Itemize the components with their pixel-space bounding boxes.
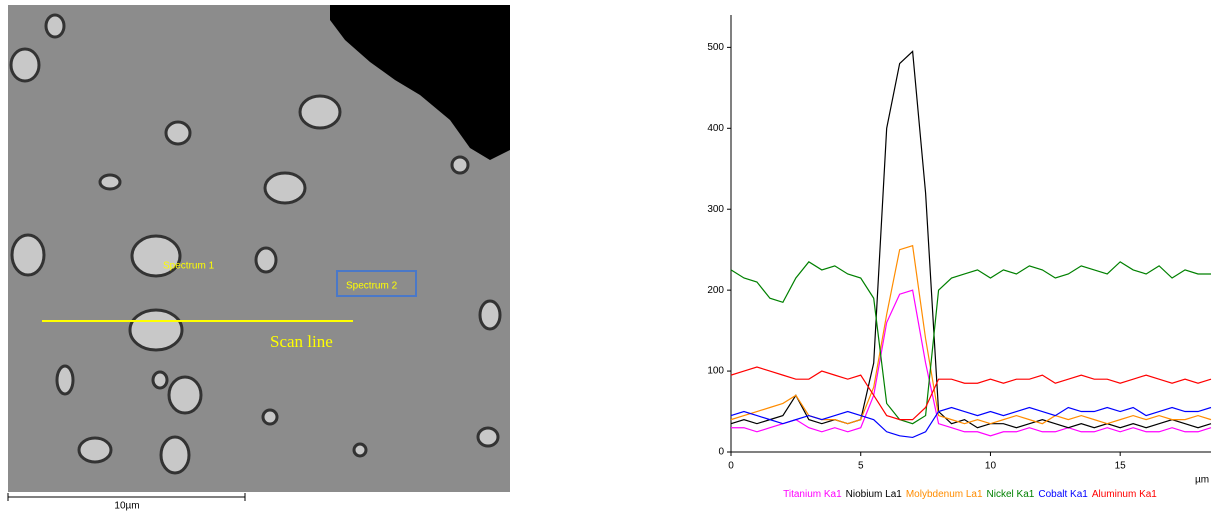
x-axis-label: µm: [1195, 475, 1209, 486]
scan-line-label: Scan line: [270, 332, 333, 351]
series-line: [731, 407, 1211, 437]
sem-image: Spectrum 1 Spectrum 2 Scan line 10µm: [8, 5, 510, 511]
page: Spectrum 1 Spectrum 2 Scan line 10µm 010…: [0, 0, 1213, 511]
y-tick-label: 400: [707, 123, 724, 134]
spectrum-label: Spectrum 1: [163, 261, 215, 272]
x-tick-label: 0: [728, 461, 734, 472]
legend-entry: Cobalt Ka1: [1038, 489, 1088, 500]
legend-entry: Niobium La1: [846, 489, 903, 500]
legend-entry: Molybdenum La1: [906, 489, 983, 500]
y-tick-label: 300: [707, 204, 724, 215]
scale-bar-label: 10µm: [114, 501, 139, 511]
chart: 0 100 200 300 400 500 0 5 10 15 µm Titanium Ka1 Niob…: [707, 15, 1211, 500]
legend-entry: Titanium Ka1: [783, 489, 842, 500]
x-tick-label: 5: [858, 461, 864, 472]
legend-entry: Nickel Ka1: [987, 489, 1035, 500]
y-tick-label: 0: [718, 447, 724, 458]
x-tick-label: 10: [985, 461, 997, 472]
x-tick-label: 15: [1115, 461, 1127, 472]
y-tick-label: 100: [707, 366, 724, 377]
spectrum-label: Spectrum 2: [346, 281, 398, 292]
series-line: [731, 262, 1211, 424]
legend-entry: Aluminum Ka1: [1092, 489, 1157, 500]
series-line: [731, 51, 1211, 427]
y-tick-label: 500: [707, 42, 724, 53]
y-tick-label: 200: [707, 285, 724, 296]
